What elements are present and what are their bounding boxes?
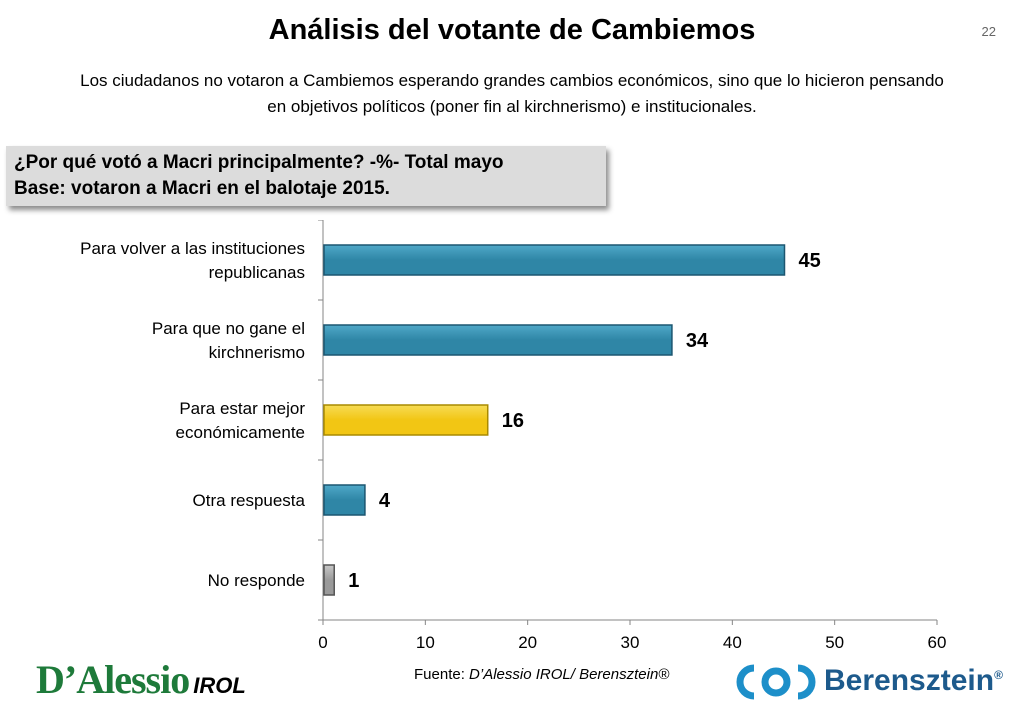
registered-mark: ® bbox=[994, 668, 1003, 682]
data-label: 34 bbox=[686, 330, 709, 352]
data-label: 1 bbox=[348, 570, 359, 592]
bar-instituciones bbox=[323, 244, 786, 276]
subtitle-line-1: Los ciudadanos no votaron a Cambiemos es… bbox=[80, 71, 944, 90]
bar-no-responde bbox=[323, 564, 335, 596]
question-line-2: Base: votaron a Macri en el balotaje 201… bbox=[14, 178, 390, 199]
data-label: 4 bbox=[379, 490, 391, 512]
irol-logo-text: IROL bbox=[193, 673, 246, 698]
category-label: Otra respuesta bbox=[193, 491, 306, 510]
bar-otra bbox=[323, 484, 366, 516]
source-note: Fuente: D’Alessio IROL/ Berensztein® bbox=[414, 666, 669, 683]
category-label: Para volver a las instituciones bbox=[80, 239, 305, 258]
dalessio-logo: D’Alessio IROL bbox=[36, 658, 246, 708]
category-label: kirchnerismo bbox=[209, 343, 305, 362]
data-label: 45 bbox=[799, 250, 821, 272]
chart-area: 0 10 20 30 40 50 60 45 Para volver a las institu… bbox=[0, 220, 1024, 670]
data-label: 16 bbox=[502, 410, 524, 432]
x-tick-label: 50 bbox=[825, 633, 844, 652]
page-title: Análisis del votante de Cambiemos bbox=[268, 14, 756, 46]
x-tick-label: 0 bbox=[318, 633, 327, 652]
x-tick-label: 40 bbox=[723, 633, 742, 652]
category-label: No responde bbox=[208, 571, 305, 590]
berensztein-wordmark: Berensztein® bbox=[824, 664, 1003, 698]
question-box: ¿Por qué votó a Macri principalmente? -%… bbox=[6, 146, 606, 206]
x-tick-label: 20 bbox=[518, 633, 537, 652]
bar-chart: 0 10 20 30 40 50 60 45 Para volver a las institu… bbox=[80, 220, 947, 652]
berensztein-logo: Berensztein® bbox=[736, 662, 1016, 702]
category-label: republicanas bbox=[209, 263, 305, 282]
dalessio-logo-text: D’Alessio bbox=[36, 657, 190, 702]
berensztein-text: Berensztein bbox=[824, 664, 995, 697]
bar-economico bbox=[323, 404, 489, 436]
category-label: Para estar mejor bbox=[179, 399, 305, 418]
x-tick-label: 30 bbox=[621, 633, 640, 652]
subtitle: Los ciudadanos no votaron a Cambiemos es… bbox=[0, 68, 1024, 120]
source-prefix: Fuente: bbox=[414, 666, 470, 683]
question-line-1: ¿Por qué votó a Macri principalmente? -%… bbox=[14, 152, 504, 173]
bar-kirchnerismo bbox=[323, 324, 673, 356]
berensztein-mark-icon bbox=[736, 664, 816, 700]
source-text: D’Alessio IROL/ Berensztein® bbox=[469, 666, 670, 683]
subtitle-line-2: en objetivos políticos (poner fin al kir… bbox=[267, 97, 757, 116]
x-tick-label: 60 bbox=[928, 633, 947, 652]
x-tick-label: 10 bbox=[416, 633, 435, 652]
category-label: Para que no gane el bbox=[152, 319, 305, 338]
category-label: económicamente bbox=[176, 423, 305, 442]
page-number: 22 bbox=[981, 24, 996, 39]
